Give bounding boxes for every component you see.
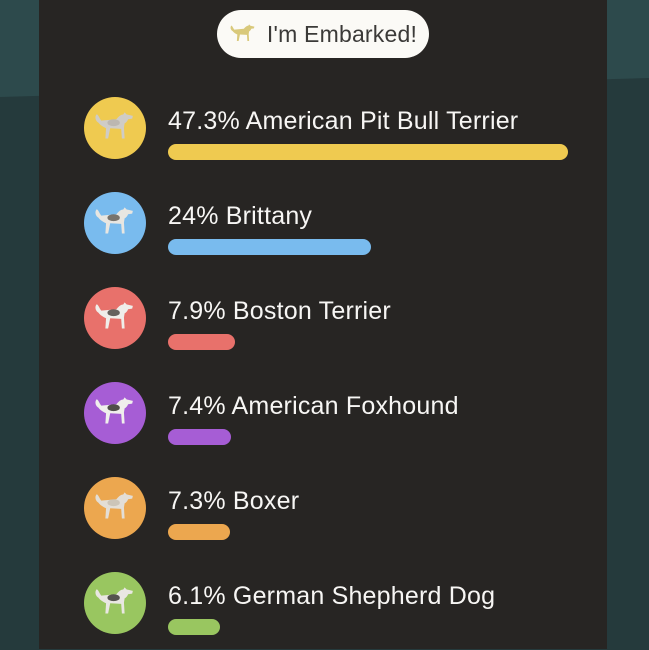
- breed-results-card: I'm Embarked! 47.3% American Pit Bull Te…: [39, 0, 607, 649]
- breed-label: 6.1% German Shepherd Dog: [168, 581, 496, 610]
- embark-badge: I'm Embarked!: [217, 10, 429, 58]
- breed-row-content: 6.1% German Shepherd Dog: [168, 571, 495, 635]
- breed-label: 7.9% Boston Terrier: [168, 296, 391, 325]
- dog-photo-icon: [93, 302, 137, 333]
- breed-row[interactable]: 7.4% American Foxhound: [39, 365, 607, 460]
- breed-row[interactable]: 7.9% Boston Terrier: [39, 270, 607, 365]
- dog-photo-icon: [93, 207, 137, 238]
- breed-label: 24% Brittany: [168, 201, 313, 230]
- dog-photo-icon: [93, 397, 137, 428]
- breed-bar: [168, 143, 568, 160]
- dog-logo-icon: [229, 24, 257, 44]
- breed-bar: [168, 428, 231, 445]
- breed-row[interactable]: 24% Brittany: [39, 175, 607, 270]
- breed-bar: [168, 238, 371, 255]
- breed-avatar: [84, 191, 146, 254]
- breed-avatar: [84, 571, 146, 634]
- breed-row-content: 7.9% Boston Terrier: [168, 286, 391, 350]
- breed-rows: 47.3% American Pit Bull Terrier 24% Brit…: [39, 80, 607, 650]
- breed-row-content: 7.3% Boxer: [168, 476, 299, 540]
- breed-row-content: 7.4% American Foxhound: [168, 381, 459, 445]
- breed-avatar: [84, 476, 146, 539]
- breed-bar: [168, 618, 220, 635]
- badge-label: I'm Embarked!: [266, 20, 418, 47]
- breed-label: 7.4% American Foxhound: [168, 391, 459, 420]
- breed-label: 47.3% American Pit Bull Terrier: [168, 106, 519, 135]
- breed-row-content: 47.3% American Pit Bull Terrier: [168, 96, 568, 160]
- dog-photo-icon: [93, 492, 137, 523]
- breed-bar: [168, 523, 230, 540]
- breed-row[interactable]: 6.1% German Shepherd Dog: [39, 555, 607, 650]
- breed-avatar: [84, 286, 146, 349]
- breed-label: 7.3% Boxer: [168, 486, 300, 515]
- breed-row-content: 24% Brittany: [168, 191, 371, 255]
- breed-row[interactable]: 7.3% Boxer: [39, 460, 607, 555]
- breed-bar: [168, 333, 235, 350]
- dog-photo-icon: [93, 587, 137, 618]
- breed-row[interactable]: 47.3% American Pit Bull Terrier: [39, 80, 607, 175]
- breed-avatar: [84, 96, 146, 159]
- dog-photo-icon: [93, 112, 137, 143]
- breed-avatar: [84, 381, 146, 444]
